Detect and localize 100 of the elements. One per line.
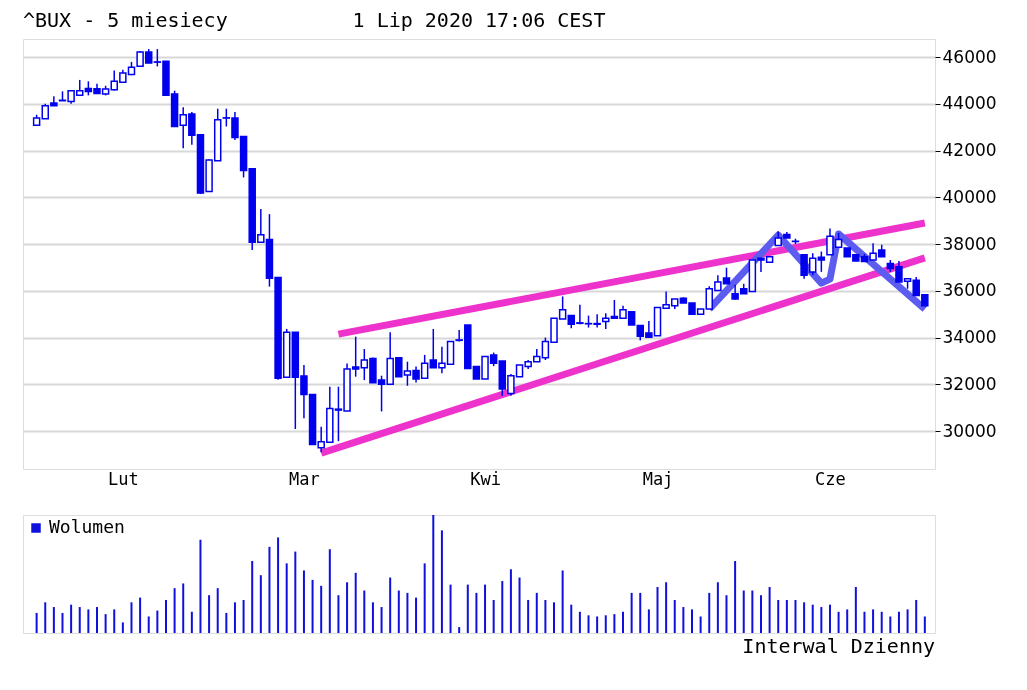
bar bbox=[846, 609, 849, 633]
bar bbox=[294, 551, 297, 633]
bar bbox=[768, 586, 771, 633]
bar bbox=[277, 537, 280, 633]
bar bbox=[337, 595, 340, 633]
bar bbox=[501, 581, 504, 633]
x-tick-label: Cze bbox=[815, 468, 846, 489]
x-tick-label: Kwi bbox=[470, 468, 501, 489]
bar bbox=[104, 614, 107, 633]
text: Interwal Dzienny bbox=[742, 634, 935, 658]
bar bbox=[682, 607, 685, 633]
bar bbox=[423, 563, 426, 633]
bar bbox=[915, 599, 918, 633]
bar bbox=[785, 599, 788, 633]
bar bbox=[484, 584, 487, 633]
y-tick-label: 32000 bbox=[942, 373, 997, 394]
y-tick-label: 46000 bbox=[942, 46, 997, 67]
legend-label: Wolumen bbox=[49, 516, 125, 537]
bar bbox=[751, 590, 754, 633]
bar bbox=[492, 599, 495, 633]
bar bbox=[70, 604, 73, 633]
y-tick-label: 30000 bbox=[942, 420, 997, 441]
bar bbox=[432, 515, 435, 633]
bar bbox=[251, 561, 254, 633]
bar bbox=[320, 585, 323, 633]
y-tick-label: 38000 bbox=[942, 233, 997, 254]
bar bbox=[311, 579, 314, 633]
bar bbox=[95, 607, 98, 633]
bar bbox=[553, 602, 556, 633]
bar bbox=[208, 595, 211, 633]
bar bbox=[35, 612, 38, 633]
bar bbox=[725, 595, 728, 633]
bar bbox=[673, 599, 676, 633]
bar bbox=[734, 561, 737, 633]
bar bbox=[656, 586, 659, 633]
bar bbox=[164, 599, 167, 633]
bar bbox=[535, 592, 538, 633]
bar bbox=[889, 616, 892, 633]
bar bbox=[363, 590, 366, 633]
bar bbox=[397, 590, 400, 633]
bar bbox=[570, 604, 573, 633]
bar bbox=[837, 611, 840, 633]
bar bbox=[742, 590, 745, 633]
x-tick-label: Maj bbox=[642, 468, 674, 489]
bar bbox=[87, 609, 90, 633]
bar bbox=[613, 614, 616, 633]
bar bbox=[233, 602, 236, 633]
bar bbox=[622, 611, 625, 633]
bar bbox=[811, 604, 814, 633]
bar bbox=[328, 549, 331, 633]
bar bbox=[777, 599, 780, 633]
bar bbox=[604, 615, 607, 633]
bar bbox=[587, 615, 590, 633]
bar bbox=[225, 612, 228, 633]
bar bbox=[302, 570, 305, 633]
bar bbox=[199, 539, 202, 633]
bar bbox=[647, 609, 650, 633]
bar bbox=[389, 577, 392, 633]
bar bbox=[346, 582, 349, 633]
bar bbox=[130, 602, 133, 633]
bar bbox=[803, 602, 806, 633]
bar bbox=[665, 582, 668, 633]
y-tick-label: 42000 bbox=[942, 140, 997, 161]
bar bbox=[354, 572, 357, 633]
bar bbox=[527, 599, 530, 633]
chart-title: ^BUX - 5 miesiecy bbox=[23, 8, 228, 32]
bar bbox=[509, 569, 512, 633]
bar bbox=[156, 610, 159, 633]
bar bbox=[828, 604, 831, 633]
bar bbox=[380, 607, 383, 633]
bar bbox=[371, 602, 374, 633]
bar bbox=[147, 616, 150, 633]
bar bbox=[415, 597, 418, 633]
bar bbox=[52, 607, 55, 633]
bar bbox=[121, 622, 124, 633]
bar bbox=[863, 611, 866, 633]
bar bbox=[466, 584, 469, 633]
bar bbox=[759, 595, 762, 633]
bar bbox=[708, 592, 711, 633]
bar bbox=[897, 611, 900, 633]
y-tick-label: 40000 bbox=[942, 186, 997, 207]
y-tick-label: 36000 bbox=[942, 280, 997, 301]
bar bbox=[216, 588, 219, 633]
bar bbox=[242, 599, 245, 633]
bar bbox=[449, 584, 452, 633]
y-tick-label: 44000 bbox=[942, 93, 997, 114]
bar bbox=[923, 616, 926, 633]
bar bbox=[61, 612, 64, 633]
x-tick-label: Mar bbox=[289, 468, 320, 489]
y-tick-label: 34000 bbox=[942, 327, 997, 348]
bar bbox=[285, 563, 288, 633]
bar bbox=[854, 586, 857, 633]
bar bbox=[880, 611, 883, 633]
bar bbox=[691, 609, 693, 633]
bar bbox=[78, 607, 81, 633]
bar bbox=[458, 627, 461, 633]
bar bbox=[173, 588, 176, 633]
bar bbox=[699, 616, 702, 633]
bar bbox=[716, 582, 719, 633]
bar bbox=[561, 570, 564, 633]
